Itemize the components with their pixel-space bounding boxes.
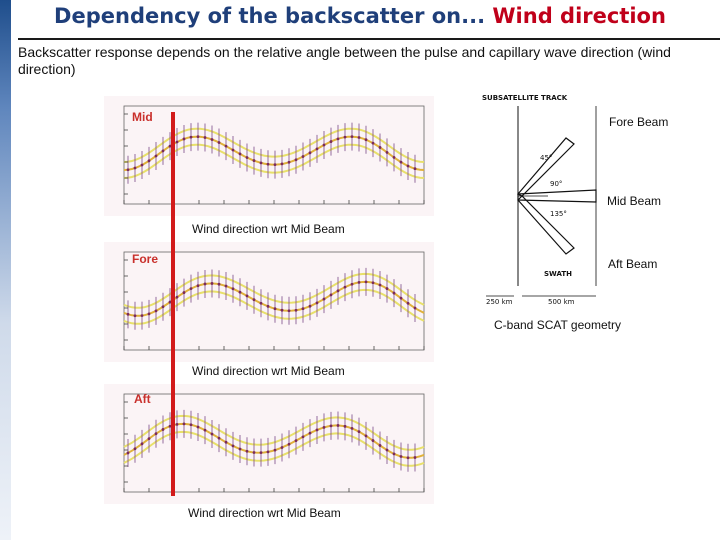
mid-plot-label: Mid xyxy=(132,110,153,124)
distance-left: 250 km xyxy=(486,298,513,306)
scat-geometry-diagram: SUBSATELLITE TRACK 45° 90° 135° SWATH 25… xyxy=(478,90,608,312)
mid-backscatter-plot xyxy=(104,96,434,216)
slide-subtitle: Backscatter response depends on the rela… xyxy=(18,44,671,77)
fore-plot-label: Fore xyxy=(132,252,159,266)
swath-label: SWATH xyxy=(544,270,572,278)
geometry-caption: C-band SCAT geometry xyxy=(494,318,621,332)
wind-direction-marker xyxy=(171,112,175,496)
aft-beam-label: Aft Beam xyxy=(608,257,658,271)
distance-right: 500 km xyxy=(548,298,575,306)
mid-plot-graphic xyxy=(123,105,425,205)
angle-45: 45° xyxy=(540,154,552,162)
track-label: SUBSATELLITE TRACK xyxy=(482,94,568,102)
title-accent: Wind direction xyxy=(492,4,666,28)
aft-plot-label: Aft xyxy=(134,392,151,406)
aft-plot-xlabel: Wind direction wrt Mid Beam xyxy=(188,506,341,520)
angle-135: 135° xyxy=(550,210,567,218)
angle-90: 90° xyxy=(550,180,562,188)
fore-beam-label: Fore Beam xyxy=(609,115,669,129)
fore-plot-xlabel: Wind direction wrt Mid Beam xyxy=(192,364,345,378)
mid-plot-xlabel: Wind direction wrt Mid Beam xyxy=(192,222,345,236)
title-rule xyxy=(18,38,720,40)
aft-plot-graphic xyxy=(123,393,425,493)
geometry-graphic: SUBSATELLITE TRACK 45° 90° 135° SWATH 25… xyxy=(482,94,597,306)
left-accent-bar xyxy=(0,0,11,540)
aft-backscatter-plot xyxy=(104,384,434,504)
fore-backscatter-plot xyxy=(104,242,434,362)
slide-title: Dependency of the backscatter on... Wind… xyxy=(0,4,720,28)
mid-beam-label: Mid Beam xyxy=(607,194,662,208)
fore-plot-graphic xyxy=(123,251,425,351)
title-prefix: Dependency of the backscatter on... xyxy=(54,4,493,28)
